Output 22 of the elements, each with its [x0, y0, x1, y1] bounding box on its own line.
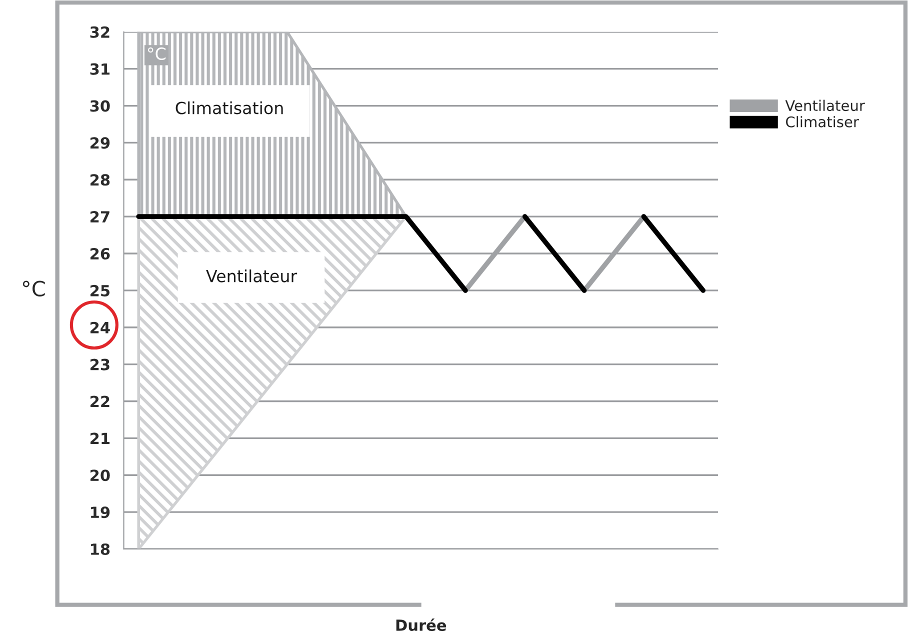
x-axis-title: Durée: [396, 618, 446, 631]
y-tick-label: 19: [91, 506, 110, 518]
y-tick-label: 23: [90, 358, 110, 370]
annotation: Climatisation: [176, 101, 283, 114]
y-tick-label: 18: [91, 543, 110, 556]
annotation: °C: [148, 47, 166, 60]
annotation: Ventilateur: [206, 269, 298, 282]
y-tick-label: 31: [90, 63, 110, 75]
y-tick-label: 29: [90, 137, 110, 149]
y-tick-label: 25: [90, 284, 110, 296]
y-axis-title: °C: [22, 280, 45, 296]
y-tick-label: 27: [90, 211, 110, 222]
y-tick-label: 28: [90, 174, 110, 186]
legend-label: Climatiser: [786, 116, 859, 128]
y-tick-label: 24: [90, 322, 110, 334]
y-tick-label: 20: [90, 470, 110, 482]
y-tick-label: 30: [90, 100, 110, 112]
y-tick-label: 32: [90, 26, 110, 38]
y-tick-label: 26: [90, 248, 110, 260]
legend-label: Ventilateur: [785, 100, 865, 112]
y-tick-label: 22: [90, 396, 110, 408]
y-tick-label: 21: [90, 432, 110, 444]
